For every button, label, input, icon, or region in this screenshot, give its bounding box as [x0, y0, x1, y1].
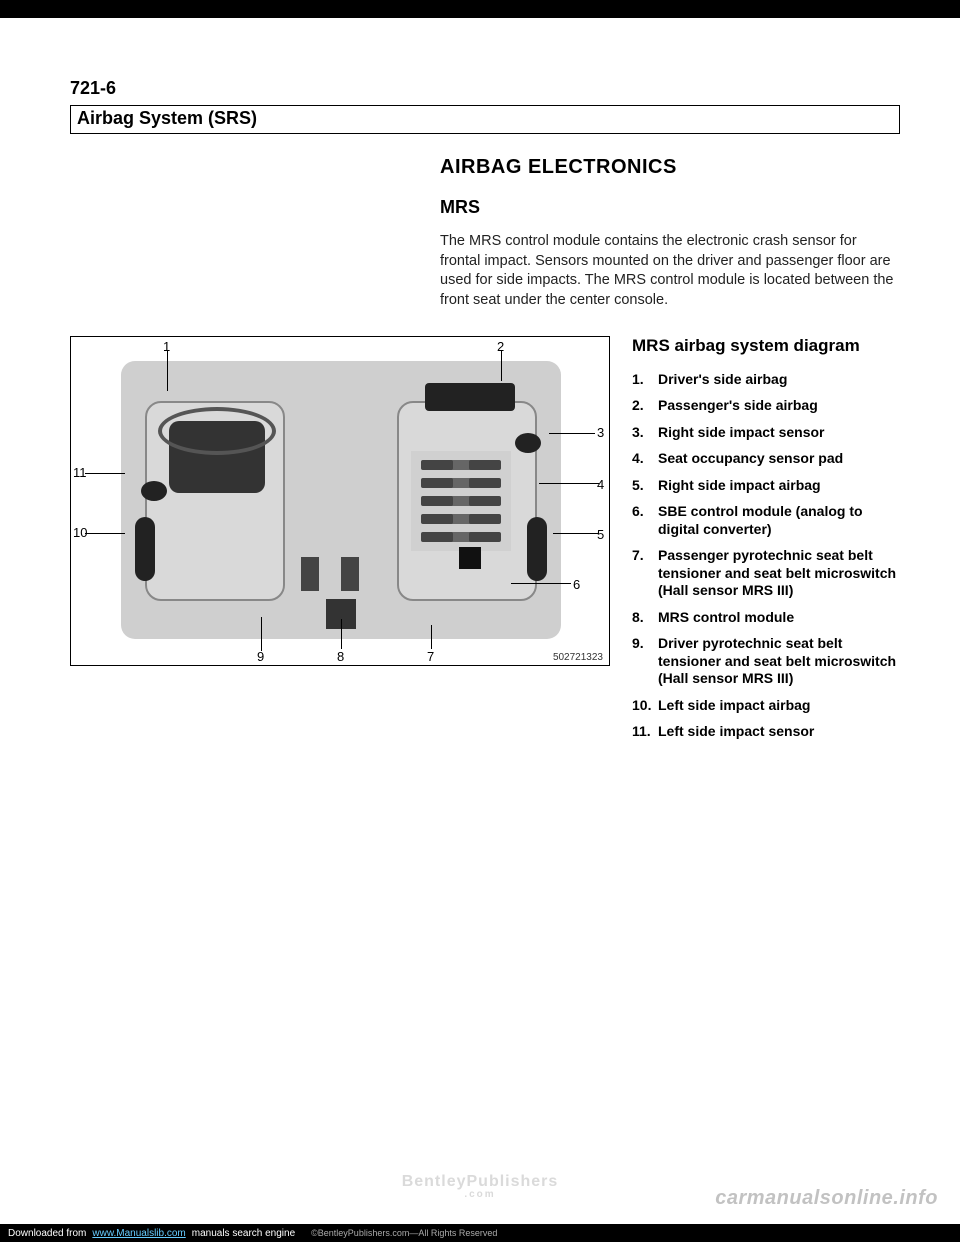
page-number: 721-6: [70, 78, 900, 99]
legend-item: 2.Passenger's side airbag: [632, 397, 900, 415]
diag-label-11: 11: [73, 465, 87, 480]
car-interior: [121, 361, 561, 639]
section-heading: AIRBAG ELECTRONICS: [440, 156, 900, 179]
diag-label-10: 10: [73, 525, 87, 540]
right-sensor: [515, 433, 541, 453]
title-box: Airbag System (SRS): [70, 105, 900, 134]
site-watermark: carmanualsonline.info: [715, 1187, 938, 1210]
diag-label-1: 1: [163, 339, 170, 354]
diagram-ref: 502721323: [553, 652, 603, 663]
diag-label-9: 9: [257, 649, 264, 664]
passenger-airbag: [425, 383, 515, 411]
footer-link[interactable]: www.Manualslib.com: [92, 1228, 185, 1239]
legend-item: 11.Left side impact sensor: [632, 723, 900, 741]
driver-tensioner: [301, 557, 319, 591]
passenger-tensioner: [341, 557, 359, 591]
legend-item: 5.Right side impact airbag: [632, 477, 900, 495]
footer-prefix: Downloaded from: [8, 1228, 86, 1239]
diag-label-3: 3: [597, 425, 604, 440]
title-text: Airbag System (SRS): [77, 108, 257, 128]
diag-label-7: 7: [427, 649, 434, 664]
legend-item: 7.Passenger pyrotechnic seat belt tensio…: [632, 547, 900, 600]
footer-bar: Downloaded from www.Manualslib.com manua…: [0, 1224, 960, 1242]
legend-title: MRS airbag system diagram: [632, 336, 900, 356]
legend-list: 1.Driver's side airbag 2.Passenger's sid…: [632, 371, 900, 741]
legend-item: 3.Right side impact sensor: [632, 424, 900, 442]
legend-item: 6.SBE control module (analog to digital …: [632, 503, 900, 538]
footer-copyright: ©BentleyPublishers.com—All Rights Reserv…: [311, 1228, 497, 1238]
legend-item: 9.Driver pyrotechnic seat belt tensioner…: [632, 635, 900, 688]
footer-suffix: manuals search engine: [192, 1228, 295, 1239]
sbe-module: [459, 547, 481, 569]
diag-label-8: 8: [337, 649, 344, 664]
diag-label-6: 6: [573, 577, 580, 592]
diag-label-5: 5: [597, 527, 604, 542]
mrs-diagram: 1 2 3 4 5 6 7 8 9 10 11 502721323: [70, 336, 610, 666]
intro-paragraph: The MRS control module contains the elec…: [440, 232, 900, 310]
diag-label-2: 2: [497, 339, 504, 354]
publisher-watermark: BentleyPublishers .com: [402, 1174, 559, 1200]
content-row: 1 2 3 4 5 6 7 8 9 10 11 502721323 MRS ai…: [70, 336, 900, 749]
diag-label-4: 4: [597, 477, 604, 492]
legend-item: 10.Left side impact airbag: [632, 697, 900, 715]
legend-item: 8.MRS control module: [632, 609, 900, 627]
left-side-airbag: [135, 517, 155, 581]
page: 721-6 Airbag System (SRS) AIRBAG ELECTRO…: [0, 18, 960, 1224]
legend: MRS airbag system diagram 1.Driver's sid…: [632, 336, 900, 749]
legend-item: 4.Seat occupancy sensor pad: [632, 450, 900, 468]
sub-heading: MRS: [440, 197, 900, 218]
right-side-airbag: [527, 517, 547, 581]
legend-item: 1.Driver's side airbag: [632, 371, 900, 389]
occupancy-pad: [411, 451, 511, 551]
steering-airbag: [169, 421, 265, 493]
